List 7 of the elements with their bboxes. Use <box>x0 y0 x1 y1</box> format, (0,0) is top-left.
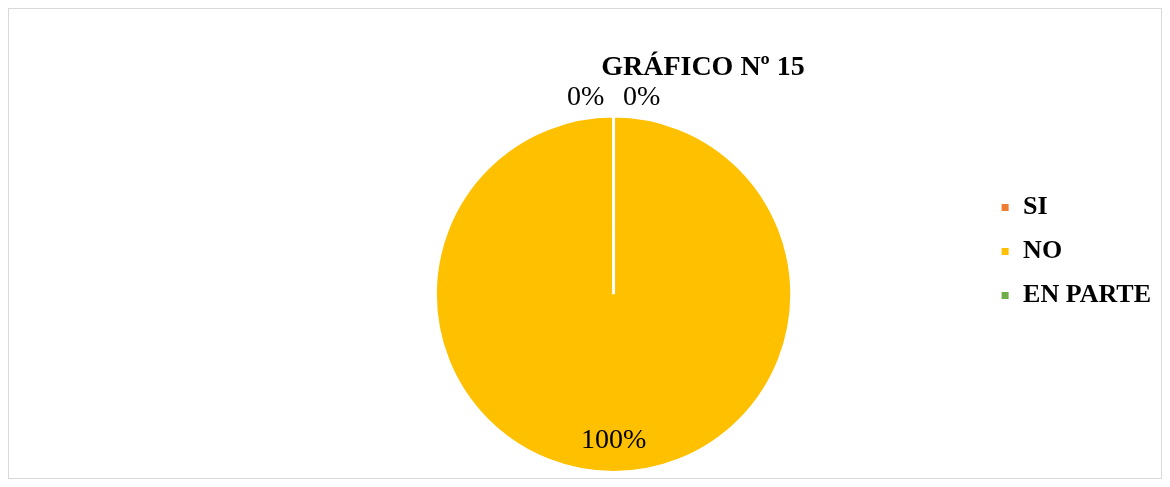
chart-title: GRÁFICO Nº 15 <box>601 50 805 82</box>
legend-label: SI <box>1023 191 1048 221</box>
legend-label: EN PARTE <box>1023 279 1152 309</box>
text: 0% <box>566 80 605 112</box>
text: 0% <box>622 80 661 112</box>
data-label: 100% <box>580 422 647 454</box>
legend-label: NO <box>1023 235 1063 265</box>
